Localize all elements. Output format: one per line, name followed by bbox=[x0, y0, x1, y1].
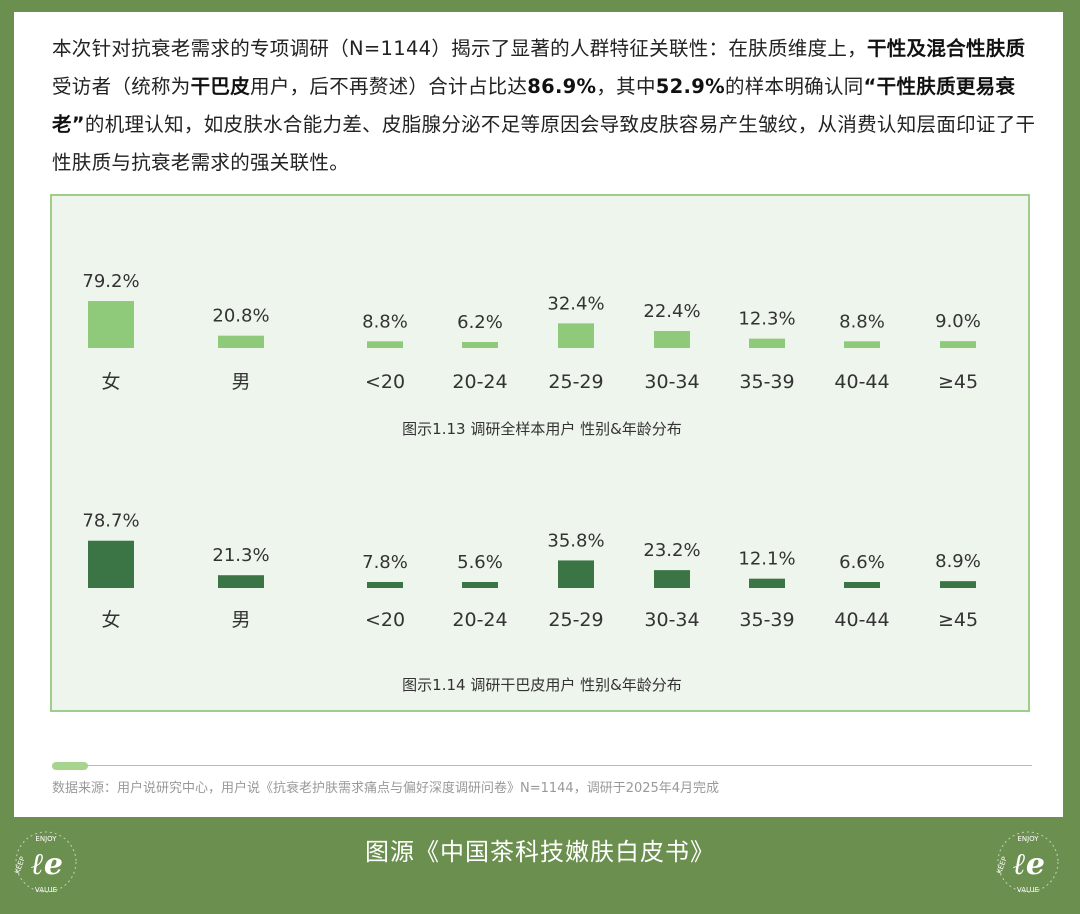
category-label-2-4: 20-24 bbox=[452, 609, 507, 631]
bar-2-9 bbox=[940, 581, 976, 588]
intro-bold-4: 52.9% bbox=[655, 75, 725, 98]
chart-panel: 79.2% 女 20.8% 男 8.8% <20 6.2% 20-24 32.4% 25-29 22… bbox=[50, 194, 1030, 712]
data-label-2-7: 12.1% bbox=[738, 549, 795, 570]
intro-text-2: 受访者（统称为 bbox=[52, 75, 191, 98]
bar-2-3 bbox=[367, 581, 403, 588]
intro-bold-5: “干性肤质更易衰老” bbox=[52, 75, 1016, 136]
intro-bold-1: 干性及混合性肤质 bbox=[866, 37, 1026, 60]
intro-bold-2: 干巴皮 bbox=[190, 75, 251, 98]
data-label-2-5: 35.8% bbox=[547, 530, 604, 551]
brand-logo-left: ENJOY KEEP VALUE ℓe bbox=[13, 831, 77, 894]
footer-title: 图源《中国茶科技嫩肤白皮书》 bbox=[365, 838, 715, 866]
data-source-note: 数据来源：用户说研究中心，用户说《抗衰老护肤需求痛点与偏好深度调研问卷》N=11… bbox=[52, 781, 720, 796]
bar-1-9 bbox=[940, 341, 976, 348]
category-label-1-5: 25-29 bbox=[548, 371, 603, 393]
category-label-1-7: 35-39 bbox=[739, 371, 794, 393]
logo-text-bottom: VALUE bbox=[35, 886, 57, 894]
logo-glyph: ℓe bbox=[1013, 847, 1045, 882]
data-label-2-4: 5.6% bbox=[457, 552, 503, 573]
bar-2-7 bbox=[749, 578, 785, 588]
logo-text-top: ENJOY bbox=[35, 835, 57, 843]
logo-text-bottom: VALUE bbox=[1017, 886, 1039, 894]
content-card: 本次针对抗衰老需求的专项调研（N=1144）揭示了显著的人群特征关联性：在肤质维… bbox=[14, 12, 1063, 817]
data-label-2-2: 21.3% bbox=[212, 545, 269, 566]
chart-2: 78.7% 女 21.3% 男 7.8% <20 5.6% 20-24 35.8% 25-29 23… bbox=[82, 511, 980, 694]
category-label-2-5: 25-29 bbox=[548, 609, 603, 631]
data-label-1-6: 22.4% bbox=[643, 301, 700, 322]
category-label-2-1: 女 bbox=[101, 609, 120, 631]
intro-text-3: 用户，后不再赘述）合计占比达 bbox=[250, 75, 528, 98]
bar-1-7 bbox=[749, 338, 785, 348]
category-label-2-3: <20 bbox=[365, 609, 405, 631]
bar-1-1 bbox=[88, 301, 134, 348]
data-label-1-7: 12.3% bbox=[738, 309, 795, 330]
data-label-2-3: 7.8% bbox=[362, 552, 408, 573]
bar-1-5 bbox=[558, 323, 594, 348]
bar-1-4 bbox=[462, 342, 498, 348]
divider-accent bbox=[52, 762, 88, 770]
intro-bold-3: 86.9% bbox=[527, 75, 597, 98]
logo-text-top: ENJOY bbox=[1017, 835, 1039, 843]
bar-2-6 bbox=[654, 570, 690, 588]
intro-text-6: 的机理认知，如皮肤水合能力差、皮脂腺分泌不足等原因会导致皮肤容易产生皱纹，从消费… bbox=[52, 113, 1036, 174]
category-label-2-9: ≥45 bbox=[938, 609, 978, 631]
category-label-1-9: ≥45 bbox=[938, 371, 978, 393]
data-label-1-9: 9.0% bbox=[935, 311, 981, 332]
bar-1-3 bbox=[367, 341, 403, 348]
data-label-1-5: 32.4% bbox=[547, 293, 604, 314]
chart-title-1: 图示1.13 调研全样本用户 性别&年龄分布 bbox=[402, 420, 682, 438]
data-label-2-1: 78.7% bbox=[82, 511, 139, 532]
category-label-1-6: 30-34 bbox=[644, 371, 699, 393]
category-label-2-8: 40-44 bbox=[834, 609, 889, 631]
data-label-1-8: 8.8% bbox=[839, 311, 885, 332]
data-label-1-1: 79.2% bbox=[82, 271, 139, 292]
bar-1-6 bbox=[654, 330, 690, 348]
bar-1-8 bbox=[844, 341, 880, 348]
bar-2-2 bbox=[218, 575, 264, 588]
charts-svg: 79.2% 女 20.8% 男 8.8% <20 6.2% 20-24 32.4% 25-29 22… bbox=[82, 271, 980, 694]
data-label-1-2: 20.8% bbox=[212, 306, 269, 327]
logo-text-left: KEEP bbox=[995, 856, 1009, 875]
category-label-1-2: 男 bbox=[231, 371, 250, 393]
data-label-2-6: 23.2% bbox=[643, 540, 700, 561]
category-label-2-2: 男 bbox=[231, 609, 250, 631]
bar-2-5 bbox=[558, 560, 594, 588]
bar-2-4 bbox=[462, 582, 498, 588]
intro-text-4: ，其中 bbox=[596, 75, 656, 98]
bar-1-2 bbox=[218, 335, 264, 348]
chart-1: 79.2% 女 20.8% 男 8.8% <20 6.2% 20-24 32.4% 25-29 22… bbox=[82, 271, 980, 438]
data-label-1-3: 8.8% bbox=[362, 311, 408, 332]
category-label-1-1: 女 bbox=[101, 371, 120, 393]
intro-text-5: 的样本明确认同 bbox=[724, 75, 864, 98]
data-label-2-9: 8.9% bbox=[935, 551, 981, 572]
intro-paragraph: 本次针对抗衰老需求的专项调研（N=1144）揭示了显著的人群特征关联性：在肤质维… bbox=[52, 30, 1042, 182]
category-label-1-4: 20-24 bbox=[452, 371, 507, 393]
brand-logo-right: ENJOY KEEP VALUE ℓe bbox=[995, 831, 1059, 894]
intro-text-1: 本次针对抗衰老需求的专项调研（N=1144）揭示了显著的人群特征关联性：在肤质维… bbox=[52, 37, 867, 60]
chart-title-2: 图示1.14 调研干巴皮用户 性别&年龄分布 bbox=[402, 676, 682, 694]
divider-line bbox=[84, 765, 1032, 766]
bar-2-8 bbox=[844, 582, 880, 588]
data-label-2-8: 6.6% bbox=[839, 552, 885, 573]
category-label-1-8: 40-44 bbox=[834, 371, 889, 393]
category-label-2-7: 35-39 bbox=[739, 609, 794, 631]
bar-2-1 bbox=[88, 540, 134, 588]
data-label-1-4: 6.2% bbox=[457, 312, 503, 333]
logo-glyph: ℓe bbox=[31, 847, 63, 882]
category-label-2-6: 30-34 bbox=[644, 609, 699, 631]
category-label-1-3: <20 bbox=[365, 371, 405, 393]
